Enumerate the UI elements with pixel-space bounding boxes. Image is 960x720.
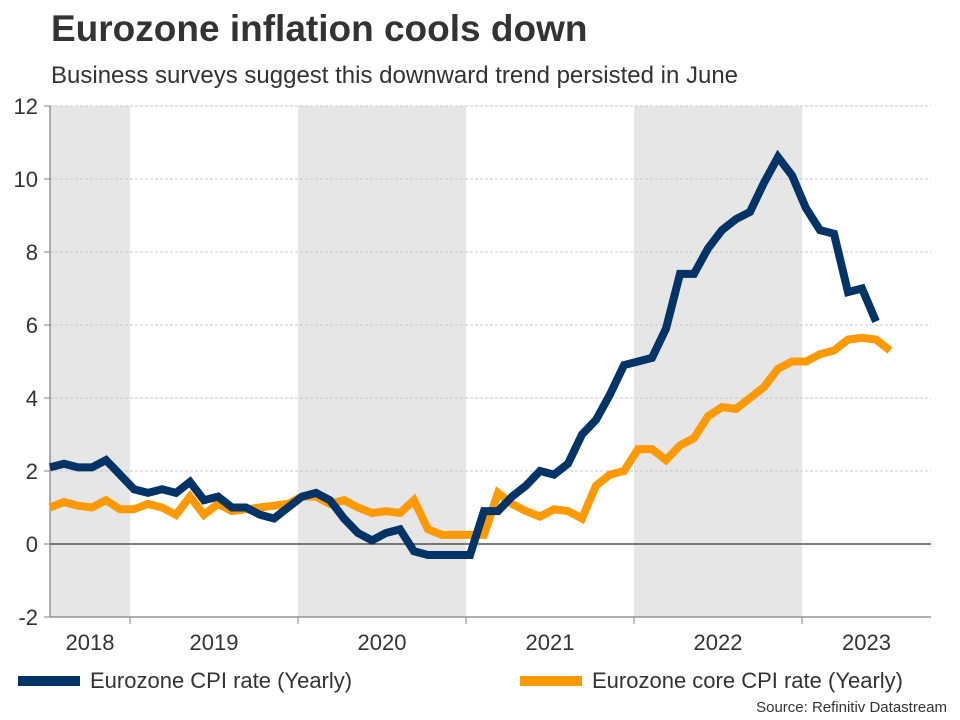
x-tick-label: 2020 [358,630,407,655]
y-tick-label: 8 [26,240,38,265]
x-tick-label: 2019 [190,630,239,655]
x-tick-label: 2018 [66,630,115,655]
year-band-2022 [634,106,802,617]
chart-subtitle: Business surveys suggest this downward t… [51,62,739,89]
legend-item-core: Eurozone core CPI rate (Yearly) [520,666,903,696]
x-tick-label: 2021 [526,630,575,655]
gridlines [50,105,931,545]
x-tick-label: 2022 [694,630,743,655]
y-tick-label: 4 [26,386,38,411]
x-tick-label: 2023 [842,630,891,655]
y-tick-label: -2 [18,605,38,630]
axes [44,105,931,624]
source-note: Source: Refinitiv Datastream [756,699,947,716]
y-axis-labels: -2 0 2 4 6 8 10 12 [14,94,38,630]
series-line-cpi [48,149,880,559]
y-tick-label: 2 [26,459,38,484]
legend-item-cpi: Eurozone CPI rate (Yearly) [18,666,352,696]
x-axis-labels: 2018 2019 2020 2021 2022 2023 [66,630,891,655]
legend-swatch-cpi [18,676,80,686]
series-lines [48,149,893,559]
y-tick-label: 10 [14,167,38,192]
chart-title: Eurozone inflation cools down [51,8,588,49]
legend-label-cpi: Eurozone CPI rate (Yearly) [90,668,353,693]
year-band-2020 [298,106,466,617]
year-band-2018 [50,106,130,617]
legend-swatch-core [520,676,582,686]
year-bands [50,106,802,617]
y-tick-label: 0 [26,532,38,557]
y-tick-label: 12 [14,94,38,119]
y-tick-label: 6 [26,313,38,338]
legend-label-core: Eurozone core CPI rate (Yearly) [592,668,903,693]
